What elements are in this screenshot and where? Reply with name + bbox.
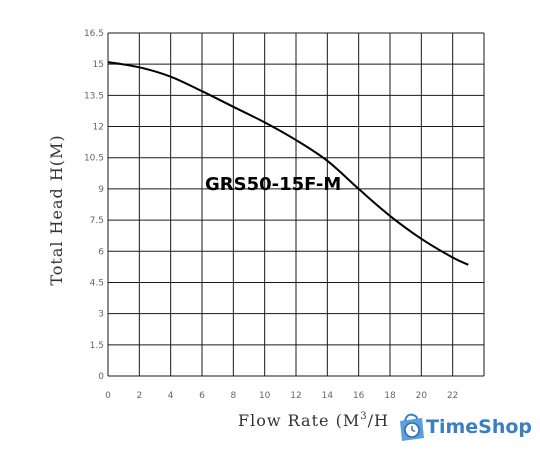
grid	[107, 32, 485, 377]
y-tick-label: 3	[98, 310, 104, 320]
x-axis-label-main: Flow Rate (M	[238, 411, 360, 430]
y-tick-label: 7.5	[90, 216, 104, 226]
watermark-text: TimeShop	[426, 416, 533, 438]
y-tick-label: 13.5	[84, 91, 104, 101]
y-tick-label: 10.5	[84, 154, 104, 164]
watermark: TimeShop	[394, 410, 534, 450]
x-tick-label: 22	[447, 391, 458, 401]
y-tick-label: 12	[93, 123, 104, 133]
x-tick-label: 4	[168, 391, 174, 401]
x-tick-label: 2	[136, 391, 142, 401]
y-axis-ticks: 0 1.5 3 4.5 6 7.5 9 10.5 12 13.5 15 16.5	[84, 29, 104, 382]
x-tick-label: 10	[259, 391, 271, 401]
x-tick-label: 12	[290, 391, 301, 401]
x-tick-label: 14	[322, 391, 334, 401]
x-tick-label: 8	[230, 391, 236, 401]
y-axis-label: Total Head H(M)	[47, 134, 66, 285]
x-tick-label: 18	[384, 391, 396, 401]
x-axis-label-tail: /H	[368, 411, 389, 430]
x-tick-label: 20	[416, 391, 428, 401]
curve-annotation: GRS50-15F-M	[205, 174, 341, 195]
y-tick-label: 0	[98, 372, 104, 382]
series-line	[107, 61, 469, 266]
clock-bag-icon	[400, 413, 424, 441]
x-axis-ticks: 0 2 4 6 8 10 12 14 16 18 20 22	[105, 391, 458, 401]
x-axis-label: Flow Rate (M3/H	[238, 411, 389, 430]
x-axis-label-sup: 3	[360, 411, 367, 422]
x-tick-label: 6	[199, 391, 205, 401]
y-tick-label: 15	[93, 60, 104, 70]
y-tick-label: 1.5	[90, 341, 104, 351]
y-tick-label: 9	[98, 185, 104, 195]
y-tick-label: 4.5	[90, 278, 104, 288]
y-tick-label: 6	[98, 247, 104, 257]
y-tick-label: 16.5	[84, 29, 104, 39]
x-tick-label: 16	[353, 391, 365, 401]
x-tick-label: 0	[105, 391, 111, 401]
